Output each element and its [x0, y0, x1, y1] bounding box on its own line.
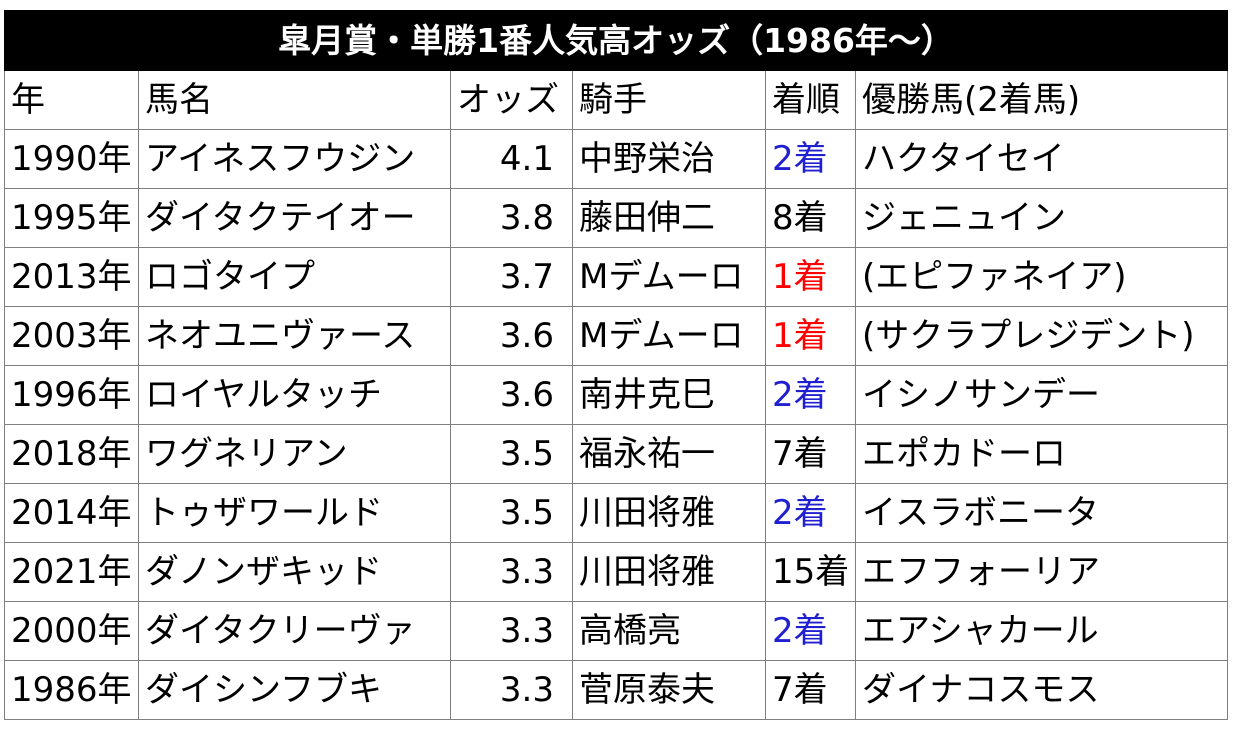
- odds-cell: 3.3: [450, 542, 573, 602]
- winner-cell: エアシャカール: [854, 601, 1229, 661]
- odds-table: 皐月賞・単勝1番人気高オッズ（1986年～） 年 馬名 オッズ 騎手 着順 優勝…: [3, 10, 1229, 720]
- jockey-cell: Mデムーロ: [572, 247, 766, 307]
- table-row: 1986年 ダイシンフブキ 3.3 菅原泰夫 7着 ダイナコスモス: [4, 660, 1229, 720]
- year-cell: 2021年: [4, 542, 139, 602]
- odds-cell: 4.1: [450, 129, 573, 189]
- jockey-cell: 藤田伸二: [572, 188, 766, 248]
- winner-cell: エポカドーロ: [854, 424, 1229, 484]
- table-row: 1990年 アイネスフウジン 4.1 中野栄治 2着 ハクタイセイ: [4, 129, 1229, 189]
- horse-name-cell: アイネスフウジン: [138, 129, 451, 189]
- winner-cell: イスラボニータ: [854, 483, 1229, 543]
- winner-cell: イシノサンデー: [854, 365, 1229, 425]
- title-row: 皐月賞・単勝1番人気高オッズ（1986年～）: [3, 10, 1229, 71]
- year-cell: 2013年: [4, 247, 139, 307]
- jockey-cell: 中野栄治: [572, 129, 766, 189]
- horse-name-cell: トゥザワールド: [138, 483, 451, 543]
- winner-cell: ハクタイセイ: [854, 129, 1229, 189]
- table-row: 1996年 ロイヤルタッチ 3.6 南井克巳 2着 イシノサンデー: [4, 365, 1229, 425]
- table-row: 1995年 ダイタクテイオー 3.8 藤田伸二 8着 ジェニュイン: [4, 188, 1229, 248]
- winner-cell: (エピファネイア): [854, 247, 1229, 307]
- winner-cell: ダイナコスモス: [854, 660, 1229, 720]
- finish-cell: 1着: [765, 306, 856, 366]
- odds-cell: 3.8: [450, 188, 573, 248]
- odds-cell: 3.3: [450, 601, 573, 661]
- odds-cell: 3.5: [450, 424, 573, 484]
- horse-name-cell: ロイヤルタッチ: [138, 365, 451, 425]
- year-cell: 1996年: [4, 365, 139, 425]
- horse-name-cell: ワグネリアン: [138, 424, 451, 484]
- table-row: 2003年 ネオユニヴァース 3.6 Mデムーロ 1着 (サクラプレジデント): [4, 306, 1229, 366]
- winner-cell: エフフォーリア: [854, 542, 1229, 602]
- year-cell: 2014年: [4, 483, 139, 543]
- header-year: 年: [4, 70, 139, 130]
- finish-cell: 7着: [765, 424, 856, 484]
- year-cell: 2000年: [4, 601, 139, 661]
- year-cell: 1990年: [4, 129, 139, 189]
- jockey-cell: 菅原泰夫: [572, 660, 766, 720]
- finish-cell: 8着: [765, 188, 856, 248]
- table-title: 皐月賞・単勝1番人気高オッズ（1986年～）: [3, 10, 1229, 71]
- table-row: 2013年 ロゴタイプ 3.7 Mデムーロ 1着 (エピファネイア): [4, 247, 1229, 307]
- odds-cell: 3.7: [450, 247, 573, 307]
- jockey-cell: 南井克巳: [572, 365, 766, 425]
- horse-name-cell: ロゴタイプ: [138, 247, 451, 307]
- finish-cell: 15着: [765, 542, 856, 602]
- horse-name-cell: ダイタクリーヴァ: [138, 601, 451, 661]
- odds-cell: 3.5: [450, 483, 573, 543]
- year-cell: 2018年: [4, 424, 139, 484]
- odds-cell: 3.3: [450, 660, 573, 720]
- finish-cell: 2着: [765, 601, 856, 661]
- finish-cell: 2着: [765, 483, 856, 543]
- header-row: 年 馬名 オッズ 騎手 着順 優勝馬(2着馬): [4, 70, 1229, 130]
- jockey-cell: 高橋亮: [572, 601, 766, 661]
- table-row: 2000年 ダイタクリーヴァ 3.3 高橋亮 2着 エアシャカール: [4, 601, 1229, 661]
- winner-cell: (サクラプレジデント): [854, 306, 1229, 366]
- jockey-cell: Mデムーロ: [572, 306, 766, 366]
- jockey-cell: 川田将雅: [572, 483, 766, 543]
- finish-cell: 2着: [765, 365, 856, 425]
- winner-cell: ジェニュイン: [854, 188, 1229, 248]
- finish-cell: 2着: [765, 129, 856, 189]
- header-finish: 着順: [765, 70, 856, 130]
- finish-cell: 1着: [765, 247, 856, 307]
- horse-name-cell: ネオユニヴァース: [138, 306, 451, 366]
- table-body: 1990年 アイネスフウジン 4.1 中野栄治 2着 ハクタイセイ 1995年 ダイタクテイオ…: [4, 129, 1229, 720]
- header-odds: オッズ: [450, 70, 573, 130]
- year-cell: 1995年: [4, 188, 139, 248]
- horse-name-cell: ダイタクテイオー: [138, 188, 451, 248]
- odds-table-container: 皐月賞・単勝1番人気高オッズ（1986年～） 年 馬名 オッズ 騎手 着順 優勝…: [3, 10, 1229, 720]
- header-jockey: 騎手: [572, 70, 766, 130]
- header-winner: 優勝馬(2着馬): [854, 70, 1229, 130]
- jockey-cell: 川田将雅: [572, 542, 766, 602]
- year-cell: 2003年: [4, 306, 139, 366]
- odds-cell: 3.6: [450, 365, 573, 425]
- table-row: 2021年 ダノンザキッド 3.3 川田将雅 15着 エフフォーリア: [4, 542, 1229, 602]
- finish-cell: 7着: [765, 660, 856, 720]
- horse-name-cell: ダノンザキッド: [138, 542, 451, 602]
- year-cell: 1986年: [4, 660, 139, 720]
- odds-cell: 3.6: [450, 306, 573, 366]
- table-row: 2014年 トゥザワールド 3.5 川田将雅 2着 イスラボニータ: [4, 483, 1229, 543]
- table-row: 2018年 ワグネリアン 3.5 福永祐一 7着 エポカドーロ: [4, 424, 1229, 484]
- horse-name-cell: ダイシンフブキ: [138, 660, 451, 720]
- jockey-cell: 福永祐一: [572, 424, 766, 484]
- header-horse: 馬名: [138, 70, 451, 130]
